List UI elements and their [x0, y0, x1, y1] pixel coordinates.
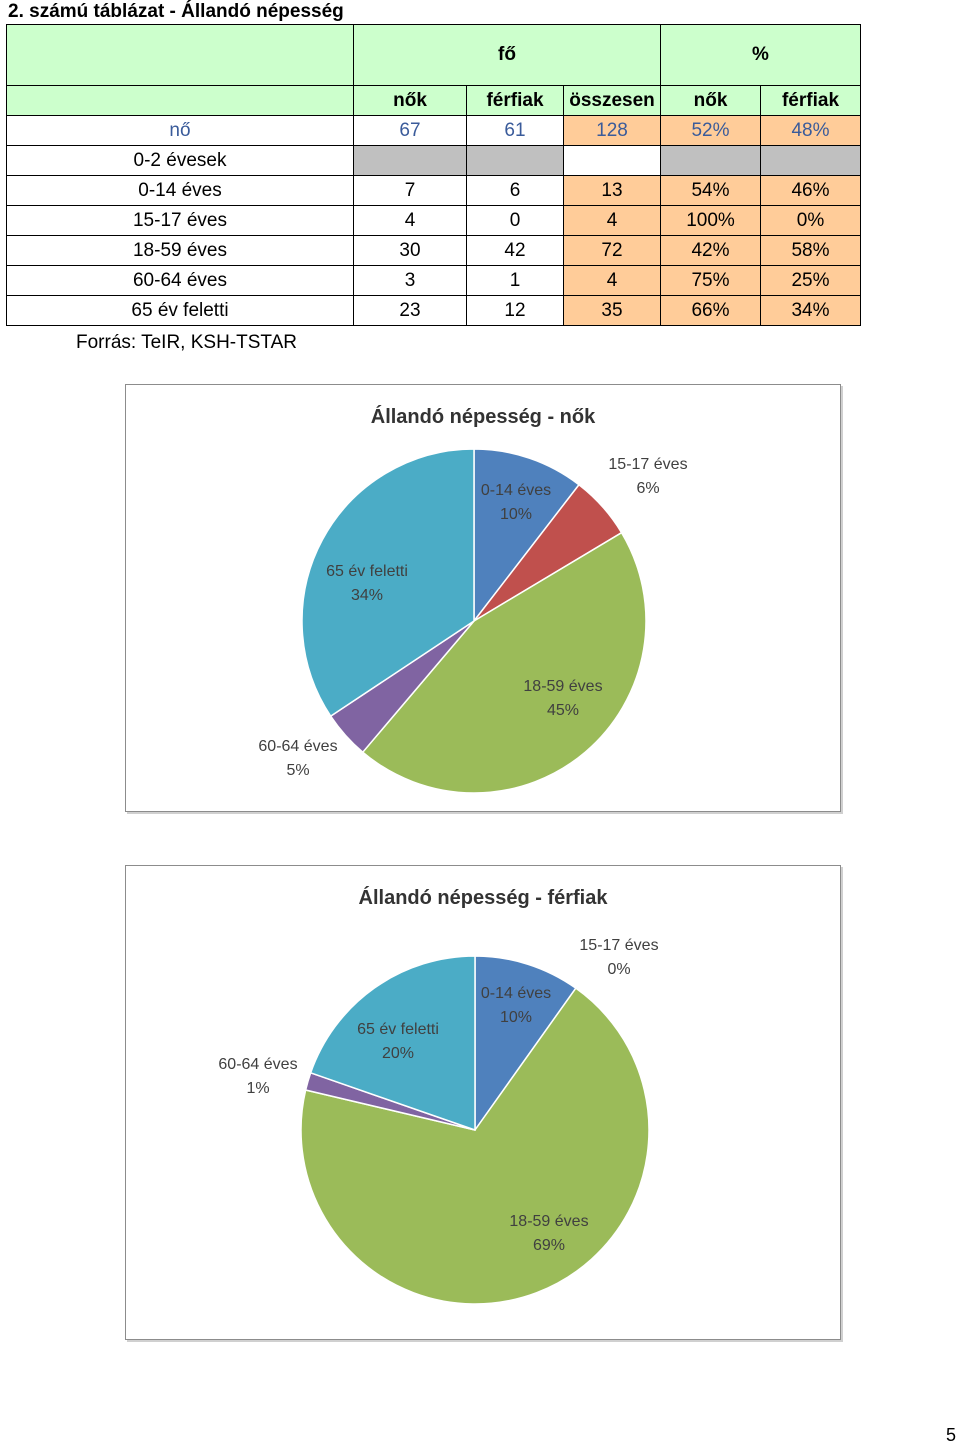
slice-label-15-17: 15-17 éves 6% [608, 456, 687, 497]
cell-men: 61 [466, 115, 564, 146]
pie-chart-men: Állandó népesség - férfiak 0-14 éves 10% 15… [125, 865, 841, 1340]
table-source-note: Forrás: TeIR, KSH-TSTAR [76, 332, 297, 353]
table-row: 18-59 éves 30 42 72 42% 58% [6, 235, 861, 266]
cell-total: 128 [563, 115, 661, 146]
pie-slice-18-59 [361, 531, 647, 794]
cell-men-pct: 34% [760, 295, 861, 326]
cell-women: 7 [353, 175, 467, 206]
slice-label-65-plus: 65 év feletti 34% [326, 563, 408, 604]
row-label: 65 év feletti [6, 295, 354, 326]
table-row: 60-64 éves 3 1 4 75% 25% [6, 265, 861, 296]
pie-slice-65-plus [309, 955, 476, 1132]
row-label: 0-2 évesek [6, 145, 354, 176]
row-label: 0-14 éves [6, 175, 354, 206]
cell-men-pct: 0% [760, 205, 861, 236]
cell-total: 4 [563, 205, 661, 236]
table-subheader-empty [6, 85, 354, 116]
document-title: 2. számú táblázat - Állandó népesség [8, 1, 344, 22]
table-row: nő 67 61 128 52% 48% [6, 115, 861, 146]
row-label: 60-64 éves [6, 265, 354, 296]
group-header-percent: % [660, 24, 861, 86]
table-header-row: fő % [6, 24, 861, 86]
pie-slice-65-plus [301, 448, 475, 718]
pie-chart-women-canvas: Állandó népesség - nők 0-14 éves 10% 15-17 … [258, 405, 688, 794]
col-header-men: férfiak [466, 85, 564, 116]
cell-men-pct: 46% [760, 175, 861, 206]
cell-women-pct: 100% [660, 205, 761, 236]
cell-men: 6 [466, 175, 564, 206]
cell-men: 12 [466, 295, 564, 326]
cell-total: 13 [563, 175, 661, 206]
table-row: 0-14 éves 7 6 13 54% 46% [6, 175, 861, 206]
slice-label-0-14: 0-14 éves 10% [481, 482, 551, 523]
row-label: 18-59 éves [6, 235, 354, 266]
cell-men-pct: 25% [760, 265, 861, 296]
slice-label-0-14: 0-14 éves 10% [481, 985, 551, 1026]
pie-slice-18-59 [300, 987, 650, 1305]
col-header-total: összesen [563, 85, 661, 116]
cell-men: 42 [466, 235, 564, 266]
cell-women-pct: 42% [660, 235, 761, 266]
slice-label-65-plus: 65 év feletti 20% [357, 1021, 439, 1062]
cell-women: 3 [353, 265, 467, 296]
cell-men: 0 [466, 205, 564, 236]
slice-label-60-64: 60-64 éves 1% [218, 1056, 297, 1097]
col-header-women: nők [353, 85, 467, 116]
cell-men: 1 [466, 265, 564, 296]
cell-women-pct: 54% [660, 175, 761, 206]
cell-women-pct: 66% [660, 295, 761, 326]
cell-women-pct: 52% [660, 115, 761, 146]
cell-women-pct [660, 145, 761, 176]
cell-women-pct: 75% [660, 265, 761, 296]
slice-label-60-64: 60-64 éves 5% [258, 738, 337, 779]
cell-men-pct [760, 145, 861, 176]
table-row: 65 év feletti 23 12 35 66% 34% [6, 295, 861, 326]
slice-label-15-17: 15-17 éves 0% [579, 937, 658, 978]
row-label: nő [6, 115, 354, 146]
cell-men [466, 145, 564, 176]
pie-chart-women: Állandó népesség - nők 0-14 éves 10% 15-17 … [125, 384, 841, 812]
pie-slice-0-14 [473, 448, 581, 624]
cell-women: 30 [353, 235, 467, 266]
cell-men-pct: 58% [760, 235, 861, 266]
cell-total: 72 [563, 235, 661, 266]
table-row: 15-17 éves 4 0 4 100% 0% [6, 205, 861, 236]
row-label: 15-17 éves [6, 205, 354, 236]
table-header-empty [6, 24, 354, 86]
cell-total [563, 145, 661, 176]
slice-label-18-59: 18-59 éves 45% [523, 678, 602, 719]
slice-label-18-59: 18-59 éves 69% [509, 1213, 588, 1254]
cell-women: 67 [353, 115, 467, 146]
table-row: 0-2 évesek [6, 145, 861, 176]
page-number: 5 [945, 1425, 956, 1445]
chart-title: Állandó népesség - férfiak [359, 886, 609, 909]
col-header-women-pct: nők [660, 85, 761, 116]
cell-total: 35 [563, 295, 661, 326]
group-header-count: fő [353, 24, 661, 86]
population-table: fő % nők férfiak összesen nők férfiak nő… [6, 24, 861, 326]
cell-women: 23 [353, 295, 467, 326]
pie-chart-men-canvas: Állandó népesség - férfiak 0-14 éves 10% 15… [218, 886, 659, 1305]
cell-women: 4 [353, 205, 467, 236]
chart-title: Állandó népesség - nők [371, 405, 596, 428]
col-header-men-pct: férfiak [760, 85, 861, 116]
cell-women [353, 145, 467, 176]
cell-men-pct: 48% [760, 115, 861, 146]
pie-slice-0-14 [474, 955, 577, 1133]
cell-total: 4 [563, 265, 661, 296]
table-subheader-row: nők férfiak összesen nők férfiak [6, 85, 861, 116]
